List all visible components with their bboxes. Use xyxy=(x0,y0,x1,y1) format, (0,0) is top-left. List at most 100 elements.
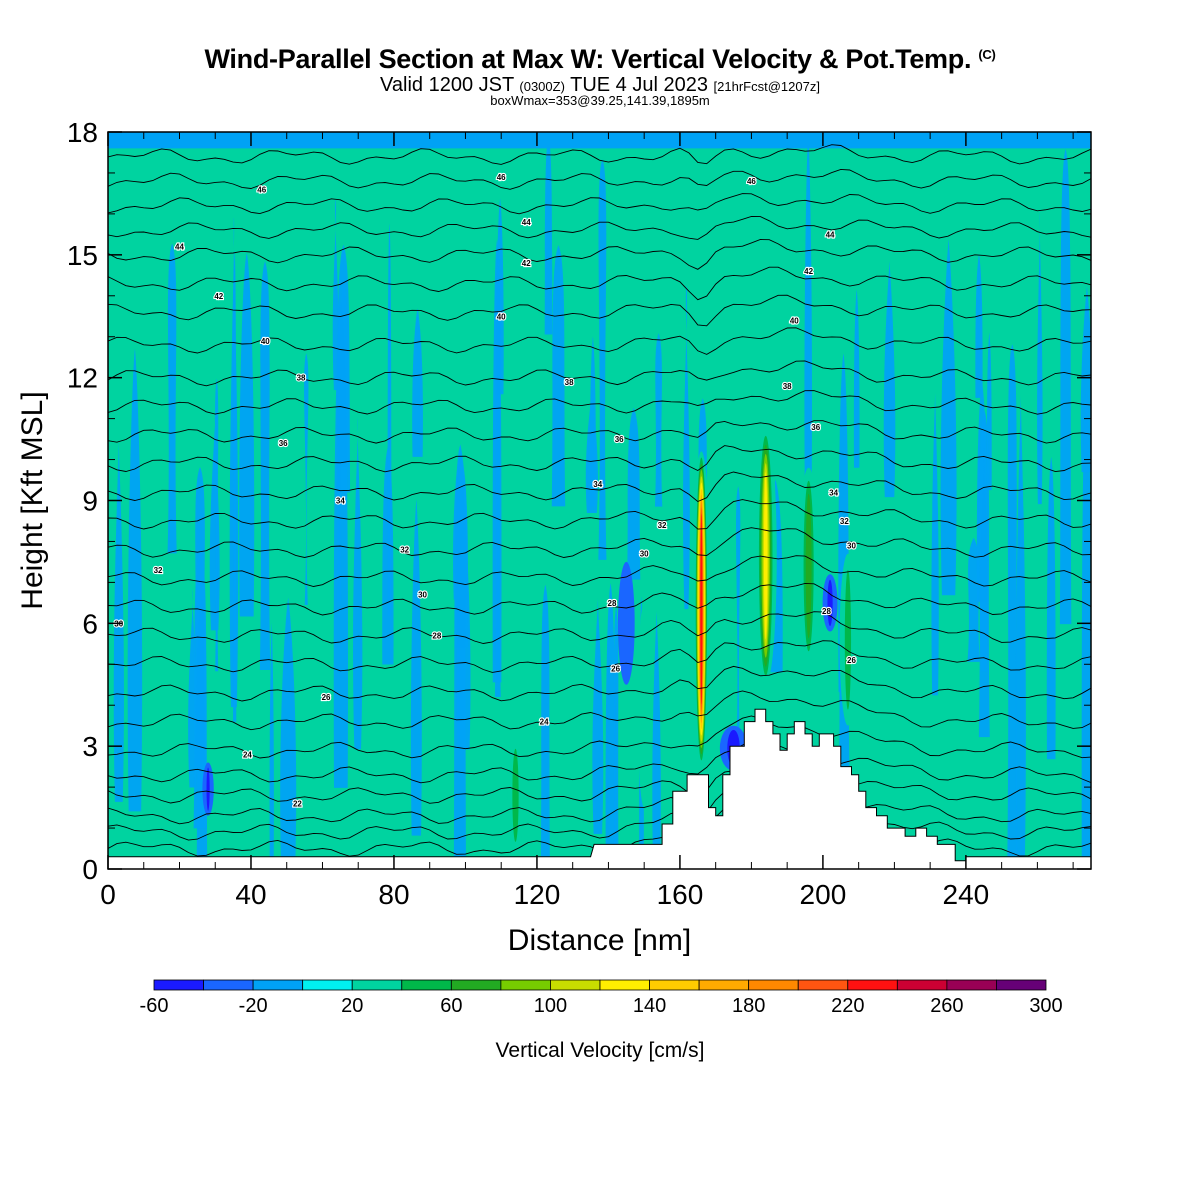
colorbar-swatch xyxy=(698,979,750,991)
x-axis-title: Distance [nm] xyxy=(508,924,691,957)
isentrope-line xyxy=(108,755,1091,804)
terrain xyxy=(108,708,1091,869)
colorbar-swatch xyxy=(401,979,452,991)
downdraft-streak xyxy=(496,198,504,395)
x-tick-label: 0 xyxy=(100,879,116,910)
isentrope-label: 36 xyxy=(615,435,624,444)
colorbar-swatch xyxy=(252,979,304,991)
colorbar-swatch xyxy=(946,979,997,991)
downdraft-streak xyxy=(540,584,550,869)
y-tick-label: 3 xyxy=(82,731,98,762)
colorbar-label: 140 xyxy=(633,995,666,1017)
isentrope-line xyxy=(108,390,1091,415)
colorbar-swatch xyxy=(351,979,403,991)
isentrope-label: 34 xyxy=(593,480,602,489)
colorbar: -60 -20 20 60 100 140 180 220 260 300 Vertical Vel… xyxy=(140,979,1063,1062)
downdraft-streak xyxy=(410,499,422,836)
isentrope-label: 38 xyxy=(783,382,792,391)
isentrope-line xyxy=(108,266,1091,301)
downdraft-streak xyxy=(654,333,663,507)
downdraft-streak xyxy=(627,407,641,580)
isentrope-label: 32 xyxy=(154,566,163,575)
isentrope-label: 26 xyxy=(847,656,856,665)
downdraft-streak xyxy=(382,446,394,665)
isentrope-lines xyxy=(108,144,1091,857)
isentrope-label: 34 xyxy=(829,488,838,497)
downdraft-streak xyxy=(1015,393,1026,869)
downdraft-band-top xyxy=(108,132,1091,149)
colorbar-swatch xyxy=(302,979,353,991)
isentrope-label: 28 xyxy=(822,607,831,616)
isentrope-line xyxy=(108,471,1091,503)
isentrope-label: 32 xyxy=(840,517,849,526)
downdraft-streak xyxy=(453,445,467,869)
colorbar-title: Vertical Velocity [cm/s] xyxy=(496,1039,705,1062)
isentrope-label: 26 xyxy=(611,664,620,673)
isentrope-label: 36 xyxy=(811,423,820,432)
chart-title-text: Wind-Parallel Section at Max W: Vertical… xyxy=(204,44,972,74)
x-tick-label: 80 xyxy=(378,879,409,910)
velocity-plume-0 xyxy=(512,748,519,842)
isentrope-label: 44 xyxy=(826,230,835,239)
isentrope-label: 40 xyxy=(497,312,506,321)
isentrope-line xyxy=(108,294,1091,327)
isentrope-line xyxy=(108,792,1091,841)
isentrope-line xyxy=(108,420,1091,444)
chart-title: Wind-Parallel Section at Max W: Vertical… xyxy=(0,44,1200,75)
downdraft-streak xyxy=(605,583,616,869)
isentrope-label: 24 xyxy=(540,718,549,727)
downdraft-streak xyxy=(931,392,939,696)
isentrope-label: 44 xyxy=(175,243,184,252)
isentrope-label: 28 xyxy=(432,632,441,641)
x-tick-label: 200 xyxy=(800,879,847,910)
downdraft-streak xyxy=(735,486,741,757)
downdraft-streak xyxy=(209,416,220,631)
downdraft-streak xyxy=(975,253,983,398)
y-tick-label: 0 xyxy=(82,854,98,885)
downdraft-streak xyxy=(853,289,860,468)
colorbar-swatch xyxy=(896,979,948,991)
downdraft-streak xyxy=(986,332,992,491)
isentrope-line xyxy=(108,144,1091,165)
forecast-info: [21hrFcst@1207z] xyxy=(713,79,820,94)
isentrope-label: 22 xyxy=(293,799,302,808)
isentrope-label: 28 xyxy=(608,599,617,608)
isentrope-label: 46 xyxy=(747,177,756,186)
downdraft-streak xyxy=(167,243,177,554)
x-tick-label: 120 xyxy=(514,879,561,910)
colorbar-label: 260 xyxy=(930,995,963,1017)
colorbar-label: 60 xyxy=(440,995,462,1017)
isentrope-line xyxy=(108,665,1091,702)
y-tick-label: 18 xyxy=(67,117,98,148)
isentrope-line xyxy=(108,215,1091,240)
isentrope-line xyxy=(108,640,1091,673)
isentrope-label: 30 xyxy=(418,591,427,600)
isentrope-label: 42 xyxy=(804,267,813,276)
y-tick-label: 6 xyxy=(82,608,98,639)
velocity-plume-4 xyxy=(763,472,768,640)
velocity-plume-8 xyxy=(206,767,210,811)
velocity-plume-7 xyxy=(827,579,833,627)
isentrope-label: 36 xyxy=(279,439,288,448)
downdraft-streak xyxy=(233,250,237,722)
y-tick-label: 9 xyxy=(82,486,98,517)
valid-time-line: Valid 1200 JST (0300Z) TUE 4 Jul 2023 [2… xyxy=(0,74,1200,97)
downdraft-streak xyxy=(194,467,206,768)
copyright-mark: (C) xyxy=(978,47,996,62)
colorbar-swatch xyxy=(550,979,601,991)
colorbar-label: 100 xyxy=(534,995,567,1017)
downdraft-streak xyxy=(269,622,274,869)
isentrope-label: 24 xyxy=(243,750,252,759)
isentrope-label: 40 xyxy=(790,316,799,325)
colorbar-label: -60 xyxy=(140,995,169,1017)
colorbar-label: 300 xyxy=(1029,995,1062,1017)
isentrope-label: 34 xyxy=(336,497,345,506)
isentrope-label: 42 xyxy=(214,292,223,301)
colorbar-swatch xyxy=(599,979,650,991)
colorbar-swatch xyxy=(996,979,1047,991)
colorbar-swatch xyxy=(797,979,849,991)
isentrope-label: 46 xyxy=(497,173,506,182)
isentrope-line xyxy=(108,737,1091,784)
plot-area: 46 46 46 44 44 44 42 42 42 40 40 40 38 38 38 36 36 36 34 34… xyxy=(108,132,1091,869)
